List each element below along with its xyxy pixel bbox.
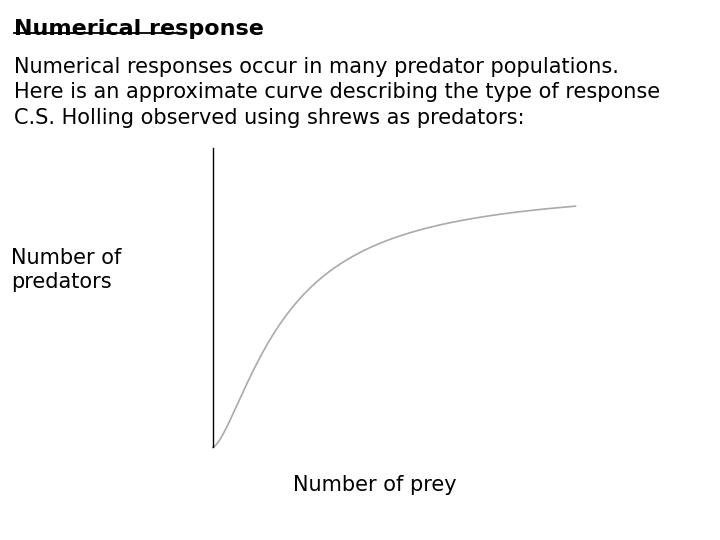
Text: Number of prey: Number of prey [292, 475, 456, 495]
Text: Numerical response: Numerical response [14, 19, 264, 39]
Text: C.S. Holling observed using shrews as predators:: C.S. Holling observed using shrews as pr… [14, 108, 525, 128]
Text: Here is an approximate curve describing the type of response: Here is an approximate curve describing … [14, 82, 660, 102]
Text: Numerical responses occur in many predator populations.: Numerical responses occur in many predat… [14, 57, 619, 77]
Text: Number of
predators: Number of predators [11, 248, 121, 292]
